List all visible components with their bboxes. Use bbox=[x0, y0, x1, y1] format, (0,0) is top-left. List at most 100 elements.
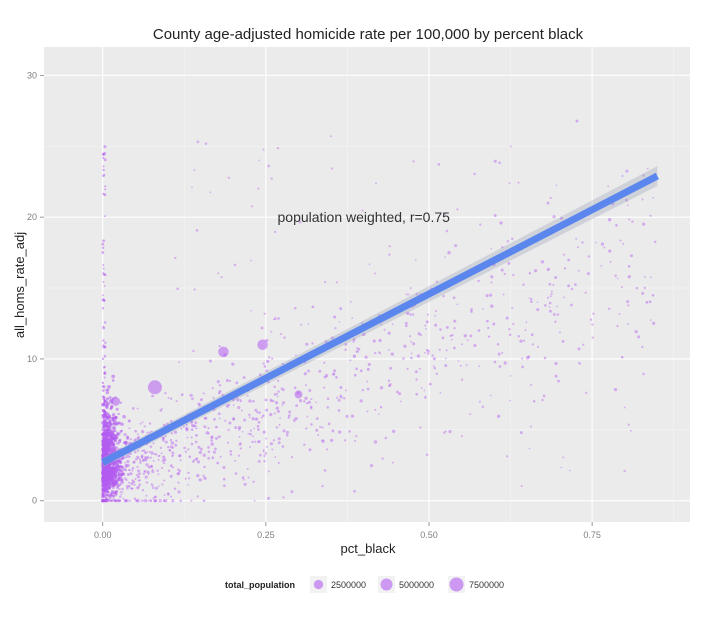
data-point bbox=[101, 492, 105, 496]
data-point bbox=[126, 463, 130, 468]
data-point bbox=[119, 475, 122, 479]
legend-title: total_population bbox=[225, 580, 295, 590]
data-point bbox=[108, 472, 112, 475]
data-point bbox=[249, 432, 252, 436]
data-point bbox=[510, 237, 514, 241]
data-point bbox=[282, 496, 285, 499]
data-point bbox=[364, 355, 368, 359]
data-point bbox=[102, 499, 105, 502]
data-point bbox=[315, 417, 319, 420]
data-point bbox=[124, 463, 128, 467]
data-point bbox=[487, 335, 491, 338]
data-point bbox=[267, 380, 270, 384]
data-point bbox=[102, 267, 105, 270]
data-point bbox=[250, 309, 253, 312]
data-point-large bbox=[101, 439, 111, 449]
data-point bbox=[119, 473, 124, 477]
data-point bbox=[189, 393, 193, 398]
data-point bbox=[108, 477, 112, 481]
data-point bbox=[113, 467, 117, 471]
data-point bbox=[460, 435, 464, 438]
data-point bbox=[298, 220, 302, 224]
data-point bbox=[138, 486, 140, 488]
data-point bbox=[106, 463, 110, 467]
data-point bbox=[101, 483, 104, 486]
data-point bbox=[405, 293, 408, 296]
data-point bbox=[120, 469, 124, 473]
data-point bbox=[102, 168, 105, 172]
data-point bbox=[508, 328, 511, 331]
data-point bbox=[456, 303, 459, 306]
data-point bbox=[190, 423, 195, 427]
data-point bbox=[207, 446, 210, 449]
data-point bbox=[103, 465, 107, 469]
data-point bbox=[275, 426, 279, 429]
data-point bbox=[552, 215, 556, 219]
data-point bbox=[103, 485, 107, 489]
data-point bbox=[576, 246, 580, 249]
data-point bbox=[115, 463, 120, 468]
data-point bbox=[127, 499, 130, 502]
data-point bbox=[552, 313, 556, 316]
data-point bbox=[101, 479, 104, 482]
data-point bbox=[416, 354, 421, 358]
data-point bbox=[106, 452, 110, 456]
data-point bbox=[258, 453, 262, 457]
data-point bbox=[124, 461, 127, 464]
data-point bbox=[260, 416, 263, 419]
data-point bbox=[136, 455, 139, 458]
data-point bbox=[117, 459, 120, 462]
data-point bbox=[105, 477, 108, 480]
data-point bbox=[361, 209, 364, 212]
data-point bbox=[101, 477, 105, 481]
data-point bbox=[227, 428, 230, 432]
data-point bbox=[111, 379, 115, 382]
data-point bbox=[198, 478, 202, 482]
data-point bbox=[118, 465, 121, 468]
data-point bbox=[402, 357, 405, 360]
data-point bbox=[490, 281, 493, 284]
data-point bbox=[239, 399, 242, 403]
data-point bbox=[485, 319, 489, 323]
data-point bbox=[202, 453, 206, 457]
data-point bbox=[293, 419, 296, 422]
data-point bbox=[102, 466, 107, 471]
data-point bbox=[519, 431, 523, 435]
data-point bbox=[140, 455, 144, 459]
data-point bbox=[285, 434, 289, 437]
data-point bbox=[215, 436, 218, 440]
data-point bbox=[551, 290, 553, 293]
data-point bbox=[105, 474, 109, 478]
data-point bbox=[263, 454, 266, 458]
data-point bbox=[108, 465, 112, 469]
data-point bbox=[102, 489, 105, 491]
data-point bbox=[118, 469, 121, 471]
data-point bbox=[361, 334, 364, 337]
data-point bbox=[307, 323, 310, 325]
data-point bbox=[162, 499, 165, 502]
data-point bbox=[103, 499, 106, 502]
data-point bbox=[219, 455, 222, 458]
data-point bbox=[161, 438, 164, 441]
data-point bbox=[213, 447, 217, 451]
data-point bbox=[107, 447, 111, 451]
data-point bbox=[281, 445, 285, 448]
data-point bbox=[424, 324, 427, 327]
data-point bbox=[168, 449, 172, 452]
data-point bbox=[108, 396, 112, 400]
data-point bbox=[101, 357, 105, 361]
data-point bbox=[101, 499, 104, 502]
data-point bbox=[498, 365, 502, 368]
data-point bbox=[621, 286, 623, 289]
data-point bbox=[546, 296, 549, 299]
data-point bbox=[103, 414, 107, 418]
data-point bbox=[218, 384, 222, 387]
data-point bbox=[319, 426, 322, 428]
data-point bbox=[311, 342, 314, 345]
data-point bbox=[272, 400, 275, 403]
data-point bbox=[505, 316, 509, 320]
data-point bbox=[167, 492, 170, 495]
data-point bbox=[180, 393, 184, 397]
data-point bbox=[536, 308, 540, 312]
data-point bbox=[129, 452, 132, 456]
